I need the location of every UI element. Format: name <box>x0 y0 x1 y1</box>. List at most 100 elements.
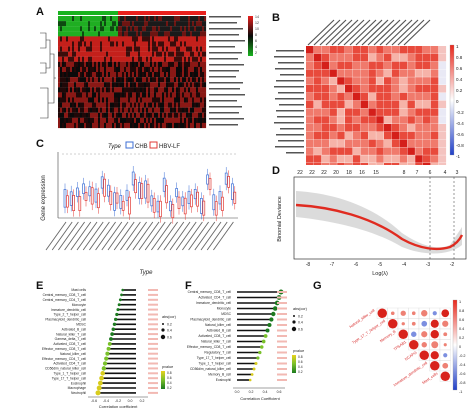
corr-cell <box>399 155 408 163</box>
heat-cell <box>132 46 135 52</box>
corr-cell <box>345 147 353 155</box>
corr-circle <box>440 371 450 381</box>
corr-cell <box>407 53 415 62</box>
heat-cell <box>198 66 201 73</box>
heat-cell <box>60 82 63 88</box>
heat-cell <box>100 102 103 108</box>
corr-cell <box>306 131 314 140</box>
lollipop-dot <box>265 328 270 333</box>
heat-cell <box>156 82 159 88</box>
heat-cell <box>202 112 205 118</box>
corr-cell <box>407 163 415 165</box>
heat-cell <box>122 36 125 42</box>
heat-cell <box>98 117 101 124</box>
row-label: Central_memory_CD8_T_cell <box>43 293 87 297</box>
heat-cell <box>162 92 165 98</box>
heat-cell <box>100 31 103 37</box>
heat-cell <box>92 97 95 103</box>
heat-cell <box>92 77 95 83</box>
heat-cell <box>78 102 81 108</box>
heat-cell <box>62 41 65 47</box>
heat-cell <box>160 16 163 22</box>
heat-cell <box>160 102 163 108</box>
heat-cell <box>110 56 113 62</box>
heat-cell <box>188 56 191 62</box>
heat-cell <box>106 117 109 124</box>
svg-text:22: 22 <box>297 170 303 176</box>
box <box>190 194 193 208</box>
heat-cell <box>124 107 127 113</box>
heat-cell <box>164 87 167 93</box>
svg-text:-0.8: -0.8 <box>456 143 464 148</box>
heat-cell <box>150 21 153 27</box>
heat-cell <box>164 66 167 73</box>
heat-cell <box>106 21 109 27</box>
heat-cell <box>94 36 97 42</box>
heat-cell <box>150 61 153 68</box>
heat-cell <box>132 72 135 78</box>
heat-cell <box>122 77 125 83</box>
corr-cell <box>391 116 400 124</box>
heat-cell <box>82 61 85 68</box>
svg-text:0.2: 0.2 <box>140 399 145 403</box>
heat-cell <box>64 31 67 37</box>
heat-cell <box>134 77 137 83</box>
heat-cell <box>124 56 127 62</box>
heat-cell <box>152 36 155 42</box>
svg-text:-0.2: -0.2 <box>459 354 466 358</box>
box <box>165 185 168 204</box>
heat-cell <box>116 21 119 27</box>
box <box>134 179 137 194</box>
heat-cell <box>108 21 111 27</box>
heat-cell <box>202 36 205 42</box>
heat-cell <box>116 72 119 78</box>
heat-cell <box>74 122 77 129</box>
heat-cell <box>136 61 139 68</box>
corr-cell <box>345 139 353 148</box>
heat-cell <box>136 82 139 88</box>
corr-cell <box>430 163 439 165</box>
heat-cell <box>102 36 105 42</box>
heat-cell <box>150 46 153 52</box>
heat-cell <box>174 56 177 62</box>
legend-p-title-f: pvalue <box>293 349 304 353</box>
heat-cell <box>190 26 193 32</box>
heat-cell <box>164 92 167 98</box>
heat-cell <box>108 82 111 88</box>
corr-circle <box>442 320 449 327</box>
heat-cell <box>82 77 85 83</box>
heat-cell <box>84 61 87 68</box>
heat-cell <box>142 61 145 68</box>
corr-cell <box>321 69 330 77</box>
heat-cell <box>196 97 199 103</box>
heat-cell <box>192 72 195 78</box>
corr-cell <box>321 77 330 85</box>
box <box>202 200 206 216</box>
heat-cell <box>160 66 163 73</box>
heat-cell <box>126 26 129 32</box>
heat-cell <box>126 16 129 22</box>
corr-cell <box>407 131 415 140</box>
heat-cell <box>70 41 73 47</box>
heat-cell <box>116 66 119 73</box>
corr-cell <box>337 92 345 101</box>
row-label: Activated_B_cell <box>207 329 232 333</box>
panel-label-a: A <box>36 6 44 18</box>
heat-cell <box>94 41 97 47</box>
heat-cell <box>84 66 87 73</box>
corr-cell <box>376 155 384 163</box>
heat-cell <box>162 56 165 62</box>
heat-cell <box>156 107 159 113</box>
heat-cell <box>138 72 141 78</box>
heat-cell <box>136 87 139 93</box>
corr-cell <box>360 163 369 165</box>
heat-cell <box>78 82 81 88</box>
heat-cell <box>176 92 179 98</box>
heat-cell <box>174 92 177 98</box>
corr-cell <box>391 53 400 62</box>
corr-cell <box>352 155 361 163</box>
heat-cell <box>82 21 85 27</box>
heat-cell <box>126 117 129 124</box>
heat-cell <box>86 16 89 22</box>
heat-cell <box>178 107 181 113</box>
